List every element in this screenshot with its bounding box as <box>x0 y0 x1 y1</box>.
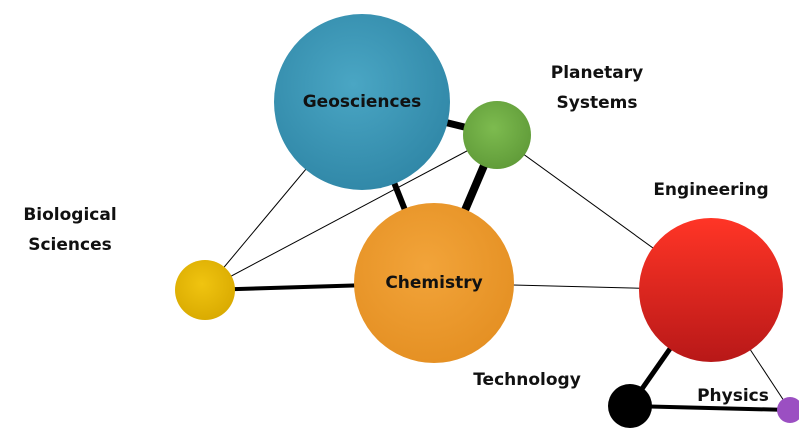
node <box>175 260 235 320</box>
edge <box>629 404 791 412</box>
node-label: Geosciences <box>303 92 422 112</box>
node <box>639 218 783 362</box>
node <box>354 203 514 363</box>
node-label: Sciences <box>28 235 112 255</box>
node-label: Systems <box>557 93 638 113</box>
edge <box>204 134 498 291</box>
node-label: Planetary <box>551 63 643 83</box>
nodes: Geosciences Planetary Systems Biological Sci… <box>23 14 799 428</box>
node-label: Technology <box>473 370 581 390</box>
node-label: Biological <box>23 205 116 225</box>
node-label: Engineering <box>653 180 768 200</box>
node-label: Chemistry <box>385 273 482 293</box>
node <box>777 397 799 423</box>
node <box>463 101 531 169</box>
node-label: Physics <box>697 386 769 406</box>
node <box>274 14 450 190</box>
node <box>608 384 652 428</box>
